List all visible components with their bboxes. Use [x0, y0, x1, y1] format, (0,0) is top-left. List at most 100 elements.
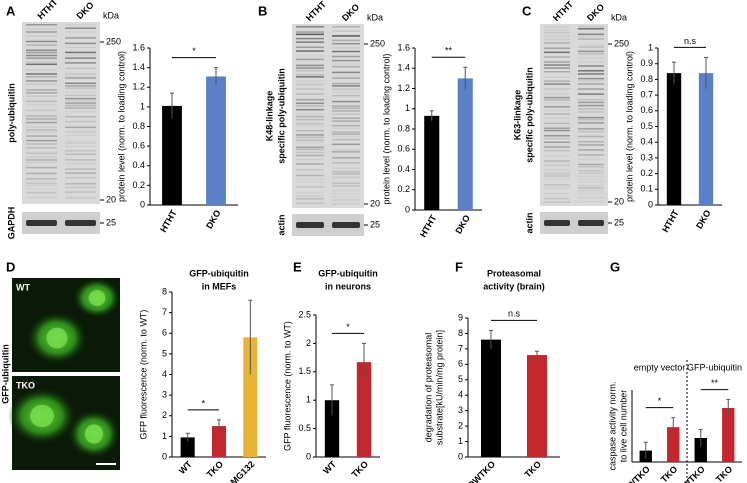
blot-band	[544, 113, 570, 115]
y-tick-label: 2	[306, 338, 311, 348]
loading-image	[540, 212, 608, 234]
blot-band	[26, 100, 57, 103]
blot-band	[65, 62, 96, 64]
blot-band	[332, 65, 360, 68]
blot-band	[296, 202, 324, 205]
blot-band	[578, 178, 604, 180]
bar	[666, 73, 682, 206]
significance-label: **	[445, 46, 453, 56]
y-tick-label: 5	[458, 374, 463, 384]
blot-band	[65, 24, 96, 26]
blot-band	[26, 92, 57, 94]
bar	[694, 438, 707, 462]
blot-band	[26, 143, 57, 145]
blot-band	[65, 145, 96, 148]
blot-band	[296, 129, 324, 132]
blot-band	[332, 176, 360, 179]
blot-band	[26, 63, 57, 66]
blot-band	[296, 115, 324, 118]
loading-label: actin	[276, 214, 286, 235]
kda-label: kDa	[611, 12, 627, 22]
y-tick-label: 0.6	[640, 105, 653, 115]
blot-band	[65, 75, 96, 77]
y-tick-label: 8	[458, 328, 463, 338]
blot-band	[578, 130, 604, 133]
blot-band	[65, 182, 96, 185]
y-tick-label: 0.7	[640, 89, 653, 99]
blot-band	[544, 96, 570, 99]
significance-label: *	[192, 46, 196, 56]
y-tick-label: 0.5	[298, 423, 311, 433]
panel-letter: D	[6, 259, 15, 274]
blot-band	[544, 80, 570, 82]
y-tick-label: 0.2	[397, 184, 410, 194]
blot-band	[578, 50, 604, 53]
blot-band	[65, 186, 96, 189]
y-tick-label: 1.4	[397, 63, 410, 73]
bar	[324, 400, 340, 457]
blot-band	[296, 41, 324, 43]
blot-band	[544, 146, 570, 148]
blot-band	[296, 98, 324, 101]
y-tick-label: 2	[162, 410, 167, 420]
loading-label: actin	[524, 212, 534, 233]
blot-band	[544, 99, 570, 101]
blot-band	[296, 163, 324, 165]
blot-band	[26, 103, 57, 106]
chart-title: Proteasomal	[487, 268, 541, 278]
blot-band	[332, 117, 360, 119]
blot-band	[296, 102, 324, 105]
y-tick-label: 0.8	[397, 123, 410, 133]
blot-band	[296, 108, 324, 111]
panel-letter: F	[455, 259, 463, 274]
blot-band	[578, 83, 604, 85]
blot-band	[65, 100, 96, 102]
blot-band	[578, 144, 604, 146]
chart-title: in MEFs	[202, 281, 237, 291]
blot-band	[332, 94, 360, 97]
blot-band	[544, 88, 570, 90]
blot-band	[332, 135, 360, 138]
y-tick-label: 9	[458, 312, 463, 322]
blot-band	[544, 160, 570, 162]
blot-band	[296, 67, 324, 69]
blot-band	[26, 95, 57, 97]
blot-band	[578, 180, 604, 183]
y-tick-label: 0.3	[640, 152, 653, 162]
marker-label: 250	[370, 38, 385, 48]
blot-label: K63-linkage	[512, 90, 522, 141]
nucleus	[46, 327, 68, 349]
blot-band	[65, 168, 96, 170]
blot-band	[26, 184, 57, 187]
blot-band	[578, 128, 604, 130]
y-axis-label: substrate[kU/min/mg protein]	[434, 330, 444, 445]
blot-band	[26, 182, 57, 185]
blot-band	[578, 122, 604, 124]
blot-band	[544, 83, 570, 85]
significance-label: n.s	[684, 36, 697, 46]
blot-band	[332, 143, 360, 146]
blot-band	[332, 35, 360, 37]
blot-band	[544, 129, 570, 132]
loading-band	[65, 220, 96, 226]
y-tick-label: 0.4	[132, 160, 145, 170]
blot-band	[544, 192, 570, 195]
blot-band	[65, 140, 96, 142]
blot-band	[578, 88, 604, 90]
blot-band	[26, 139, 57, 142]
blot-band	[65, 191, 96, 193]
blot-band	[544, 71, 570, 73]
x-tick-label: TKO	[659, 464, 680, 483]
blot-band	[578, 154, 604, 156]
y-tick-label: 1	[405, 103, 410, 113]
blot-band	[332, 77, 360, 79]
blot-band	[296, 46, 324, 49]
y-tick-label: 1.2	[397, 83, 410, 93]
blot-band	[296, 118, 324, 121]
blot-band	[296, 148, 324, 151]
x-tick-label: TKO	[205, 459, 226, 480]
blot-band	[65, 51, 96, 54]
y-tick-label: 0	[458, 451, 463, 461]
blot-band	[26, 159, 57, 161]
blot-band	[296, 113, 324, 115]
